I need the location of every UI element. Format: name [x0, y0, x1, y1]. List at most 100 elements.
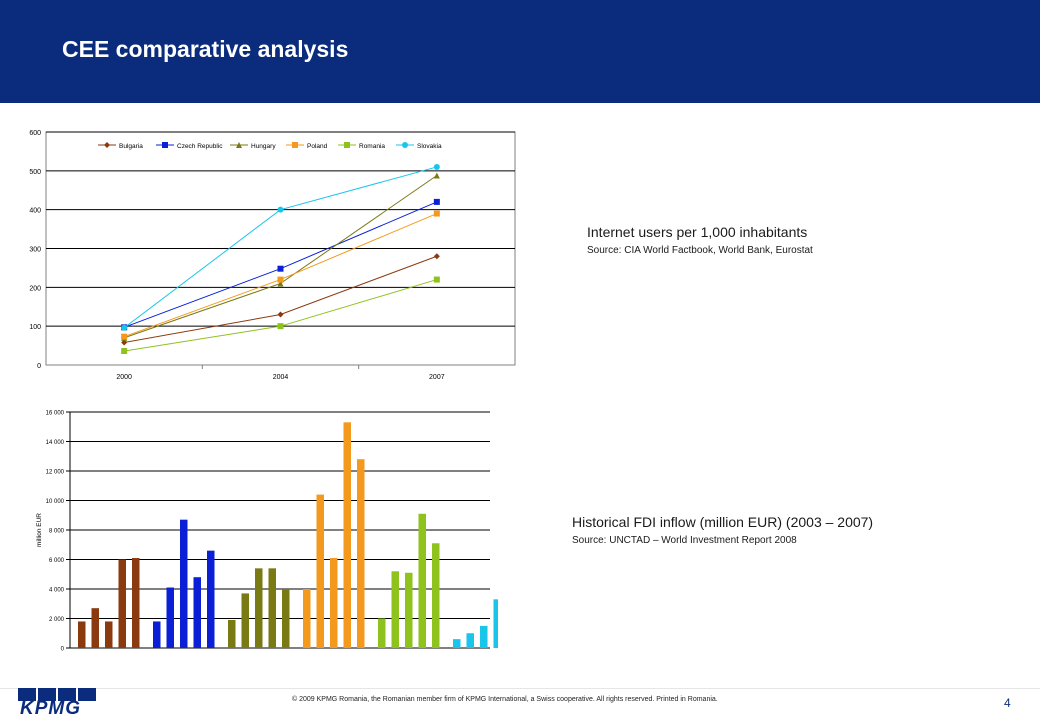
data-point: [277, 265, 284, 272]
page-title: CEE comparative analysis: [62, 36, 349, 62]
data-point: [433, 253, 440, 260]
y-tick-label: 10 000: [46, 499, 65, 505]
fdi-chart-caption: Historical FDI inflow (million EUR) (200…: [572, 514, 874, 530]
data-point: [433, 172, 440, 179]
legend-item: Czech Republic: [156, 142, 223, 150]
legend-label: Slovakia: [417, 143, 442, 150]
bar: [466, 633, 474, 648]
bar: [316, 494, 324, 648]
y-tick-label: 16 000: [46, 411, 65, 417]
bar-group: [153, 519, 215, 648]
y-tick-label: 400: [29, 208, 41, 215]
x-tick-label: 2000: [116, 374, 132, 381]
legend-label: Bulgaria: [119, 143, 143, 150]
bar: [378, 618, 386, 648]
data-point: [277, 206, 284, 213]
series-bulgaria: [121, 253, 440, 346]
data-point: [277, 280, 284, 287]
legend-marker: [292, 142, 298, 148]
data-point: [433, 276, 440, 283]
bar: [228, 619, 236, 648]
data-point: [277, 276, 284, 283]
data-point: [121, 324, 128, 331]
y-tick-label: 4 000: [49, 588, 65, 594]
y-tick-label: 0: [37, 363, 41, 370]
bar: [405, 572, 413, 648]
legend-label: Czech Republic: [177, 143, 223, 150]
bar-group: [78, 558, 140, 648]
legend-marker: [236, 142, 242, 148]
legend-item: Bulgaria: [98, 142, 143, 150]
bar: [453, 639, 461, 648]
x-tick-label: 2007: [429, 374, 445, 381]
kpmg-logo: KPMG: [18, 688, 100, 719]
bar: [282, 589, 290, 648]
bar: [153, 621, 161, 648]
legend: Bulgaria Czech Republic Hungary Poland Roman…: [98, 142, 442, 150]
internet-chart-source: Source: CIA World Factbook, World Bank, …: [587, 245, 813, 256]
data-point: [277, 323, 284, 330]
bar-group: [378, 513, 440, 648]
internet-chart-caption: Internet users per 1,000 inhabitants: [587, 224, 808, 240]
y-tick-label: 2 000: [49, 617, 65, 623]
legend-marker: [402, 142, 408, 148]
data-point: [277, 311, 284, 318]
data-point: [433, 210, 440, 217]
y-tick-label: 200: [29, 285, 41, 292]
header-bar: CEE comparative analysis: [0, 0, 1040, 103]
copyright-text: © 2009 KPMG Romania, the Romanian member…: [292, 696, 718, 703]
bar: [207, 550, 215, 648]
y-tick-label: 100: [29, 324, 41, 331]
bar: [132, 558, 140, 648]
fdi-inflow-bar-chart: 0 2 000 4 000 6 000 8 000 10 000 12 000 14 000 1…: [36, 411, 498, 653]
bar-group: [453, 599, 498, 648]
bar: [303, 589, 311, 648]
series-slovakia: [121, 163, 440, 331]
bar: [343, 422, 351, 648]
series-poland: [121, 210, 440, 340]
y-tick-label: 14 000: [46, 440, 65, 446]
data-point: [433, 198, 440, 205]
legend-label: Poland: [307, 143, 328, 150]
internet-users-line-chart: 0 100 200 300 400 500 600 2000 2004 2007 Bulgaria C…: [29, 130, 516, 381]
legend-item: Slovakia: [396, 142, 442, 150]
page-number: 4: [1004, 696, 1011, 710]
legend-item: Romania: [338, 142, 385, 150]
y-tick-label: 12 000: [46, 470, 65, 476]
y-tick-label: 8 000: [49, 529, 65, 535]
legend-marker: [104, 142, 110, 148]
bar: [105, 621, 113, 648]
legend-label: Hungary: [251, 143, 276, 150]
bar: [391, 571, 399, 648]
bar: [241, 593, 249, 648]
bar: [357, 459, 365, 648]
y-tick-label: 600: [29, 130, 41, 137]
bar-group: [228, 568, 290, 648]
y-tick-label: 500: [29, 169, 41, 176]
bar: [193, 577, 201, 648]
legend-label: Romania: [359, 143, 385, 150]
legend-marker: [162, 142, 168, 148]
x-tick-label: 2004: [273, 374, 289, 381]
y-tick-label: 6 000: [49, 558, 65, 564]
bar: [432, 543, 440, 648]
bar: [118, 559, 126, 648]
bar: [166, 587, 174, 648]
bar: [418, 513, 426, 648]
legend-item: Hungary: [230, 142, 276, 150]
bar: [330, 558, 338, 648]
footer-divider: [0, 688, 1040, 689]
bar: [493, 599, 498, 648]
data-point: [121, 333, 128, 340]
fdi-chart-source: Source: UNCTAD – World Investment Report…: [572, 535, 797, 546]
legend-marker: [344, 142, 350, 148]
bar: [480, 625, 488, 648]
bar: [180, 519, 188, 648]
series-romania: [121, 276, 440, 355]
data-point: [121, 348, 128, 355]
legend-item: Poland: [286, 142, 328, 150]
bar: [78, 621, 86, 648]
y-tick-label: 0: [61, 647, 65, 653]
bar: [255, 568, 263, 648]
bar-group: [303, 422, 365, 648]
